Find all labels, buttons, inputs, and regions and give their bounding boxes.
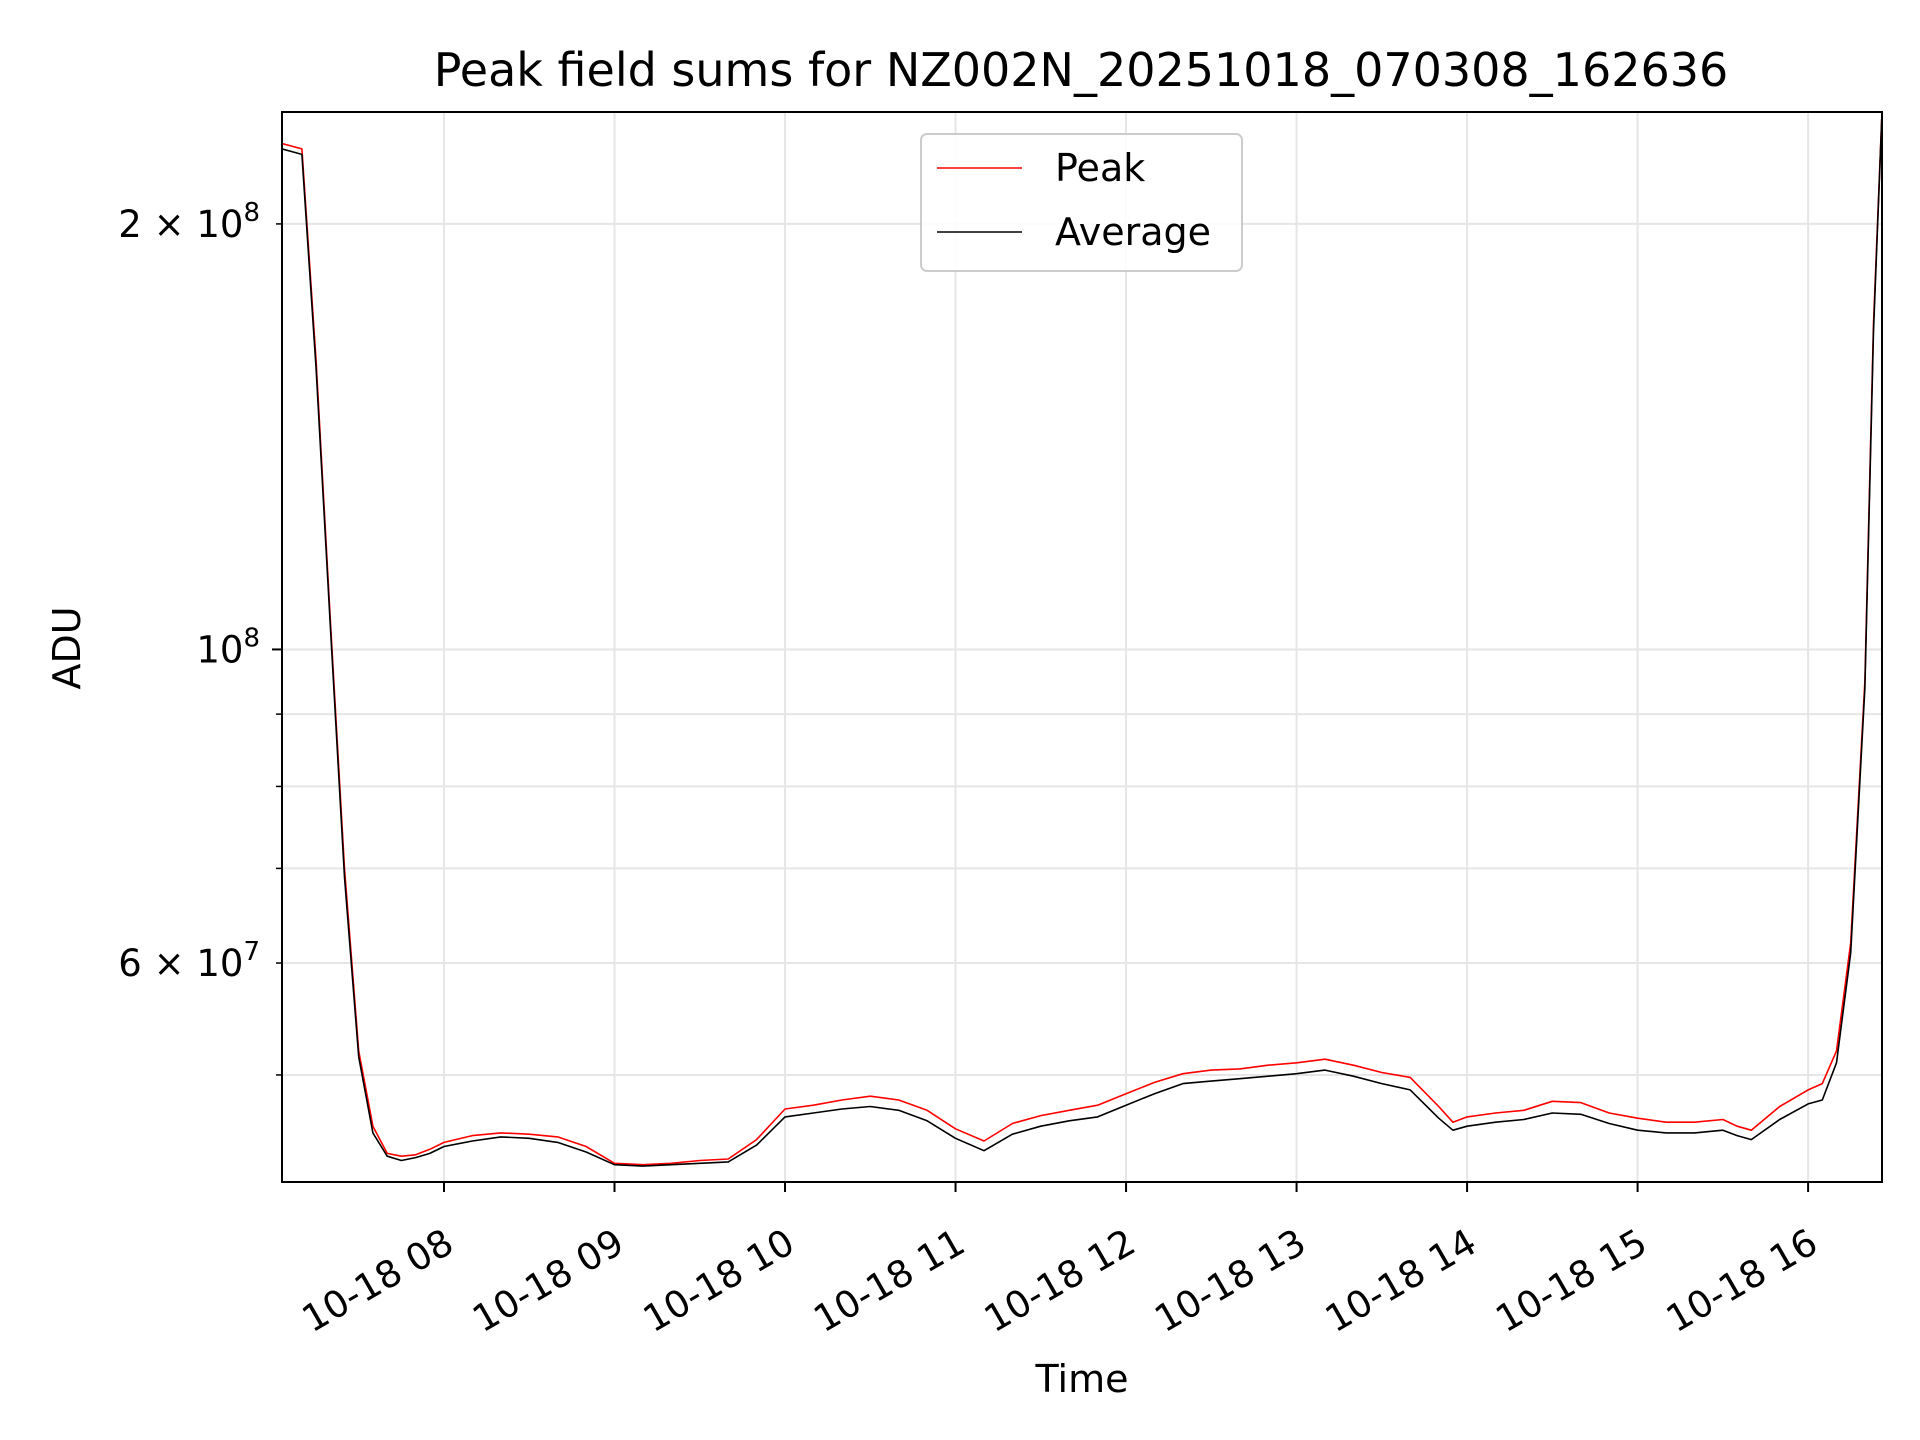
series-line-peak — [282, 112, 1882, 1166]
y-tick-label-exponent: 7 — [243, 937, 260, 967]
plot-area-frame — [281, 111, 1883, 1183]
y-tick-label: 108 — [196, 623, 260, 671]
x-axis-label: Time — [1035, 1357, 1129, 1401]
y-tick-label-base: 10 — [196, 628, 243, 671]
y-tick-label-base: 2 × 10 — [118, 203, 243, 246]
y-tick-label-base: 6 × 10 — [118, 942, 243, 985]
legend-peak-label: Peak — [1055, 146, 1145, 190]
chart-title: Peak field sums for NZ002N_20251018_0703… — [434, 43, 1729, 97]
legend: Peak Average — [920, 133, 1243, 272]
series-line-average — [282, 112, 1882, 1167]
y-tick-label-exponent: 8 — [243, 623, 260, 653]
grid-layer — [282, 112, 1882, 1182]
y-axis-label: ADU — [45, 606, 89, 689]
y-tick-label-exponent: 8 — [243, 198, 260, 228]
y-tick-label: 6 × 107 — [118, 937, 260, 985]
y-tick-label: 2 × 108 — [118, 198, 260, 246]
legend-average-label: Average — [1055, 210, 1211, 254]
series-layer — [282, 112, 1882, 1167]
